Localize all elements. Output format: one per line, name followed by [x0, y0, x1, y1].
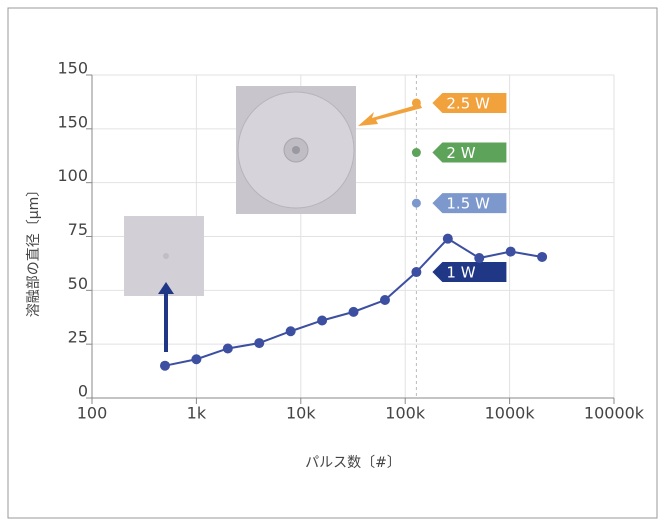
y-tick-label: 100 [57, 166, 88, 185]
annotation-label: 2.5 W [446, 94, 490, 112]
y-tick-label: 150 [57, 59, 88, 78]
annotation-point [411, 198, 421, 208]
annotation-label: 2 W [446, 144, 475, 162]
annotation-point [411, 148, 421, 158]
point [191, 354, 202, 365]
point [442, 233, 453, 244]
annotation-point [411, 98, 421, 108]
photo-small [124, 216, 204, 296]
photo-large [236, 86, 356, 214]
annotation-tag [432, 262, 507, 283]
y-tick-label: 50 [68, 274, 88, 293]
point [348, 306, 359, 317]
x-tick-label: 1k [187, 404, 207, 423]
point [317, 315, 328, 326]
y-tick-label: 150 [57, 112, 88, 131]
point [285, 326, 296, 337]
point [537, 251, 548, 262]
arrow [358, 104, 422, 126]
y-tick-label: 0 [78, 382, 88, 401]
point [379, 295, 390, 306]
point [254, 338, 265, 349]
arrow [158, 282, 174, 352]
x-tick-label: 100k [385, 404, 426, 423]
annotation-tag [432, 193, 507, 214]
annotation-tag [432, 92, 507, 113]
y-tick-label: 25 [68, 328, 88, 347]
x-tick-label: 100 [77, 404, 108, 423]
frame [7, 7, 658, 519]
point [159, 360, 170, 371]
x-tick-label: 10k [286, 404, 316, 423]
x-tick-label: 10000k [584, 404, 645, 423]
x-tick-label: 1000k [485, 404, 536, 423]
point [474, 253, 485, 264]
point [505, 246, 516, 257]
annotation-label: 1 W [446, 264, 475, 282]
x-axis-label: パルス数〔#〕 [305, 455, 401, 471]
point [222, 343, 233, 354]
annotation-tag [432, 142, 507, 163]
annotation-label: 1.5 W [446, 195, 490, 213]
point [411, 267, 422, 278]
y-axis-label: 溶融部の直径〔µm〕 [25, 183, 42, 318]
y-tick-label: 75 [68, 220, 88, 239]
